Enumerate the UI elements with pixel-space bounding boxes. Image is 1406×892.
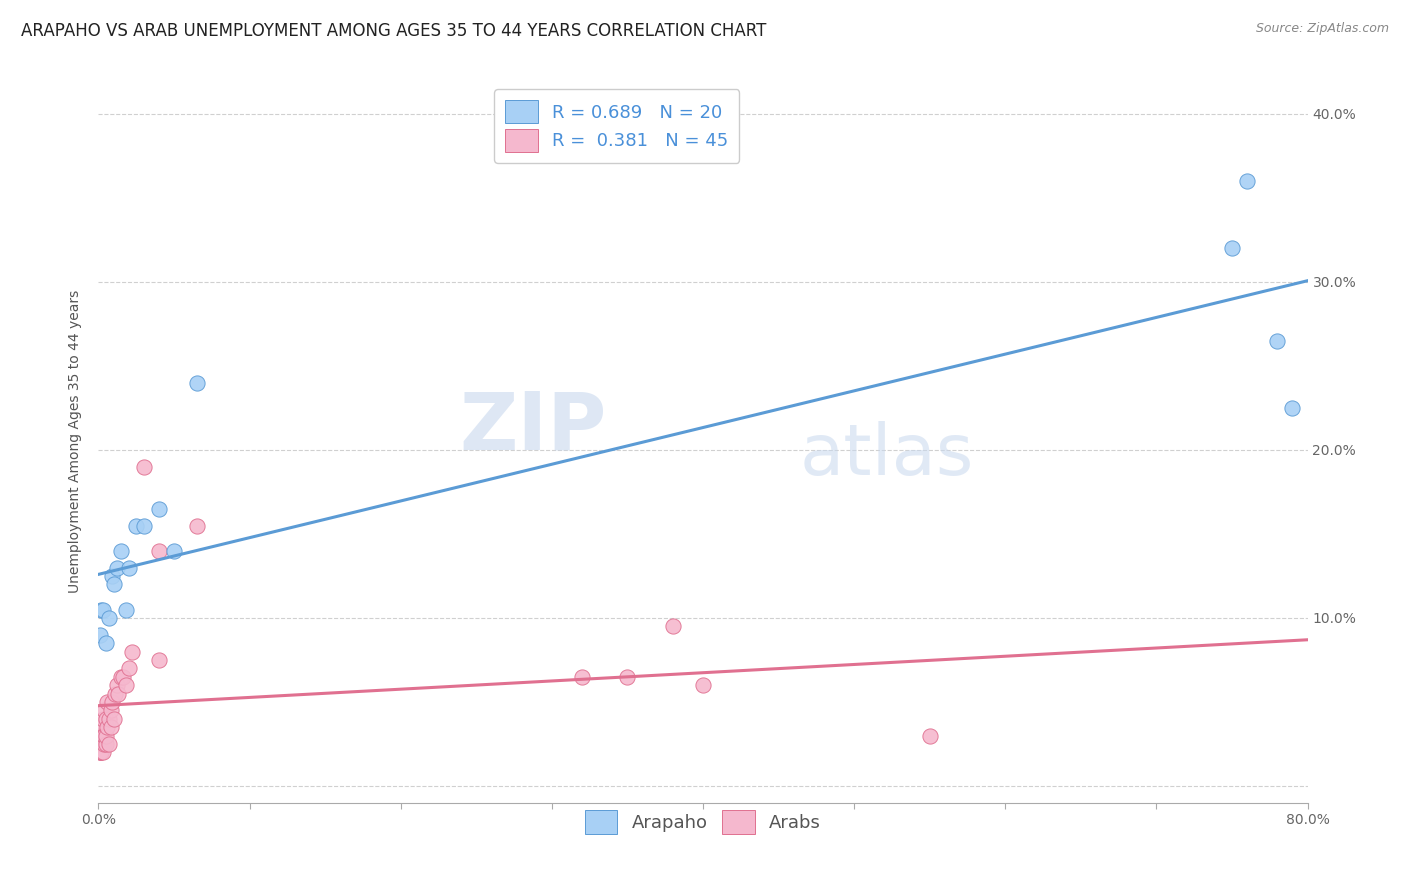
Point (90, 737, 112, 751)
Point (96, 720, 118, 734)
Legend: Arapaho, Arabs: Arapaho, Arabs (574, 799, 832, 845)
Point (98, 611, 121, 625)
Point (90, 745, 112, 759)
Point (148, 543, 170, 558)
Point (148, 501, 170, 516)
Point (105, 678, 128, 692)
Point (89, 628, 111, 642)
Point (121, 644, 143, 658)
Point (571, 670, 593, 684)
Text: Source: ZipAtlas.com: Source: ZipAtlas.com (1256, 22, 1389, 36)
Point (132, 459, 155, 474)
Point (100, 720, 122, 734)
Point (89, 737, 111, 751)
Point (91, 729, 114, 743)
Point (104, 687, 127, 701)
Point (89, 729, 111, 743)
Point (93, 703, 115, 717)
Point (1281, 401, 1303, 415)
Point (91, 712, 114, 726)
Point (101, 695, 124, 709)
Point (107, 687, 129, 701)
Point (94, 636, 117, 650)
Point (90, 745, 112, 759)
Text: ZIP: ZIP (458, 388, 606, 467)
Point (89, 745, 111, 759)
Point (91, 602, 114, 616)
Point (94, 729, 117, 743)
Point (111, 670, 134, 684)
Point (118, 661, 141, 675)
Point (96, 695, 118, 709)
Point (1267, 334, 1289, 348)
Point (1236, 174, 1258, 188)
Point (114, 602, 136, 616)
Point (125, 518, 148, 533)
Point (163, 543, 186, 558)
Point (94, 712, 117, 726)
Point (90, 720, 112, 734)
Point (90, 729, 112, 743)
Point (118, 560, 141, 574)
Point (90, 602, 112, 616)
Point (186, 376, 208, 390)
Point (110, 670, 132, 684)
Point (103, 577, 125, 591)
Point (98, 737, 121, 751)
Text: atlas: atlas (800, 422, 974, 491)
Point (105, 560, 128, 574)
Point (91, 737, 114, 751)
Point (93, 737, 115, 751)
Point (661, 619, 683, 633)
Point (616, 670, 638, 684)
Y-axis label: Unemployment Among Ages 35 to 44 years: Unemployment Among Ages 35 to 44 years (69, 290, 83, 593)
Point (100, 703, 122, 717)
Point (94, 737, 117, 751)
Point (101, 569, 124, 583)
Point (91, 745, 114, 759)
Point (1220, 241, 1243, 255)
Point (89, 745, 111, 759)
Point (114, 678, 136, 692)
Point (110, 543, 132, 558)
Point (692, 678, 714, 692)
Text: ARAPAHO VS ARAB UNEMPLOYMENT AMONG AGES 35 TO 44 YEARS CORRELATION CHART: ARAPAHO VS ARAB UNEMPLOYMENT AMONG AGES … (21, 22, 766, 40)
Point (93, 729, 115, 743)
Point (89, 729, 111, 743)
Point (132, 518, 155, 533)
Point (186, 518, 208, 533)
Point (103, 712, 125, 726)
Point (148, 653, 170, 667)
Point (98, 712, 121, 726)
Point (918, 729, 941, 743)
